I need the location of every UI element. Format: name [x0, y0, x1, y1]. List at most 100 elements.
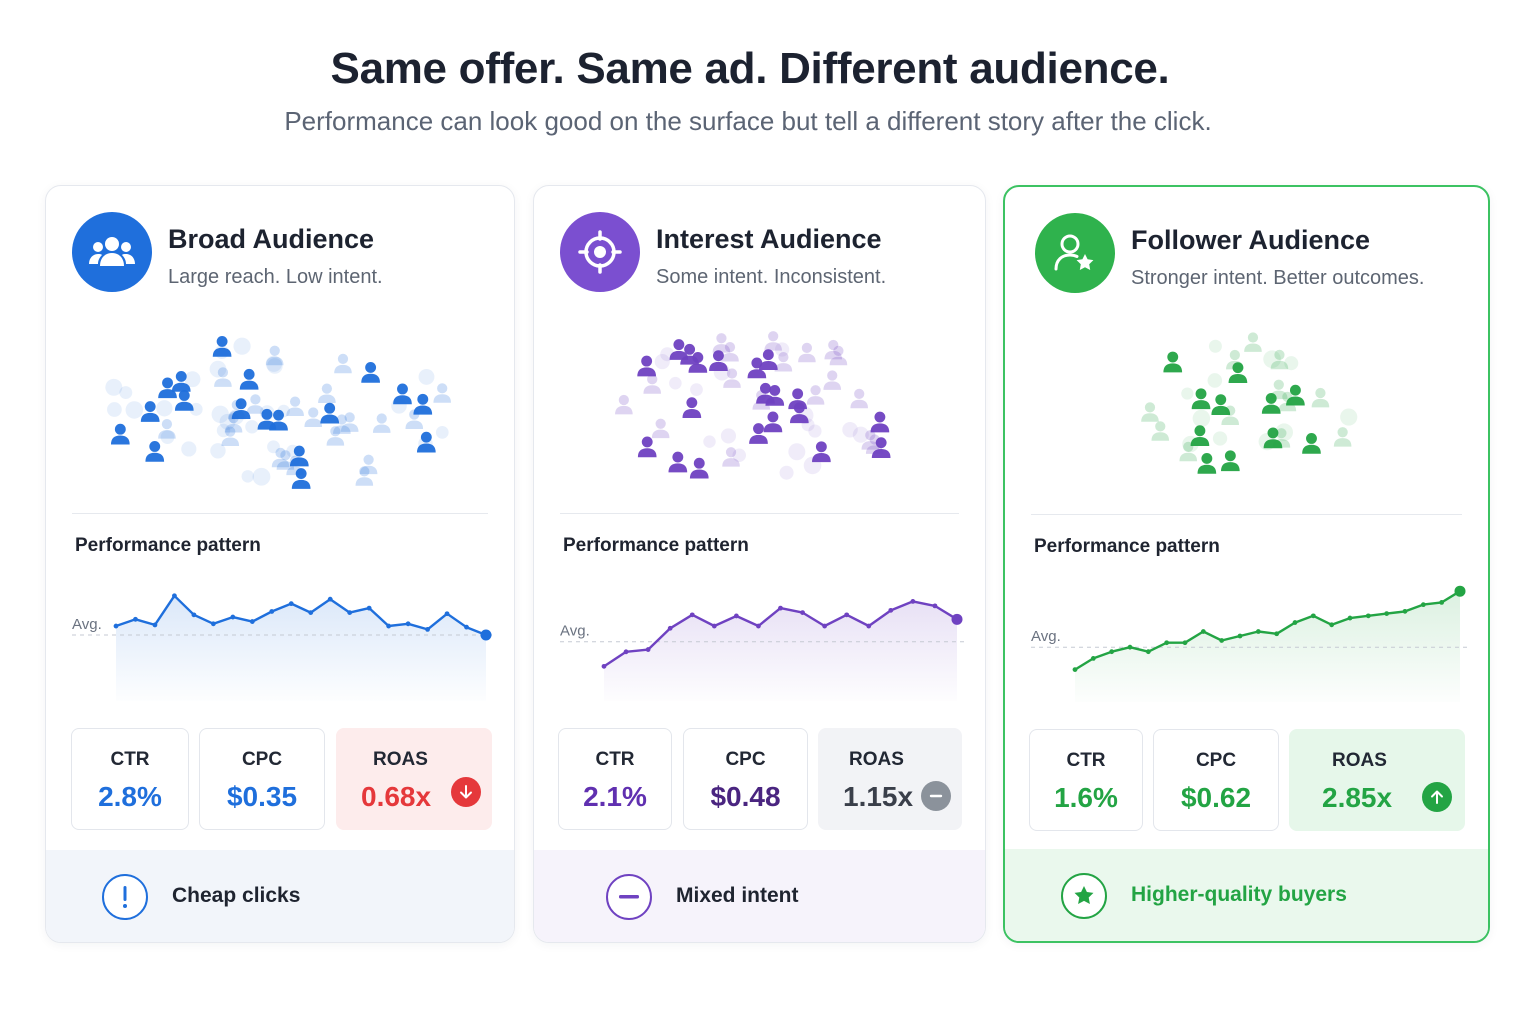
- faded-person-dot: [1181, 387, 1194, 400]
- person-icon: [722, 447, 740, 467]
- data-point: [464, 624, 469, 630]
- data-point: [733, 613, 739, 619]
- ctr-label: CTR: [110, 749, 150, 770]
- person-icon: [668, 451, 688, 473]
- data-point: [844, 612, 850, 618]
- person-icon: [291, 468, 311, 489]
- performance-pattern-label: Performance pattern: [75, 535, 261, 556]
- data-point: [191, 612, 197, 618]
- minus-icon: [606, 874, 652, 920]
- faded-person-dot: [160, 430, 175, 444]
- target-icon: [560, 212, 640, 292]
- faded-person-dot: [654, 354, 670, 370]
- data-point: [1145, 649, 1151, 655]
- faded-person-dot: [267, 358, 283, 374]
- card-header: Interest Audience Some intent. Inconsist…: [560, 212, 980, 296]
- follower-audience-card: Follower Audience Stronger intent. Bette…: [1003, 185, 1490, 943]
- data-point: [689, 612, 695, 618]
- page-subtitle: Performance can look good on the surface…: [284, 106, 1212, 136]
- person-icon: [1211, 394, 1231, 415]
- ctr-metric: CTR 2.8%: [71, 728, 189, 830]
- person-icon: [413, 393, 433, 415]
- performance-pattern-label: Performance pattern: [1034, 536, 1220, 557]
- divider: [72, 513, 488, 514]
- person-icon: [224, 412, 243, 433]
- person-icon: [320, 402, 340, 424]
- person-icon: [1220, 450, 1240, 472]
- data-point: [778, 605, 783, 611]
- person-icon: [824, 339, 843, 360]
- person-icon: [361, 362, 380, 383]
- ctr-metric: CTR 2.1%: [558, 728, 672, 830]
- faded-person-dot: [852, 426, 869, 443]
- ctr-value: 2.1%: [583, 781, 647, 812]
- person-icon: [1197, 453, 1217, 474]
- ctr-label: CTR: [1066, 750, 1106, 771]
- faded-person-dot: [801, 418, 815, 432]
- arrow-up-icon: [1422, 782, 1452, 812]
- faded-person-dot: [125, 401, 144, 419]
- data-point: [1347, 615, 1353, 621]
- faded-person-dot: [105, 378, 123, 396]
- person-icon: [231, 398, 251, 420]
- data-point: [327, 596, 333, 602]
- last-data-point: [480, 629, 492, 641]
- person-icon: [823, 370, 842, 390]
- audience-crowd-illustration: [615, 331, 891, 480]
- person-icon: [286, 396, 304, 417]
- follower-star-icon: [1035, 213, 1115, 293]
- data-point: [425, 627, 430, 632]
- card-title: Broad Audience: [168, 224, 375, 254]
- performance-chart: Avg.: [1031, 585, 1470, 702]
- data-point: [1384, 611, 1390, 616]
- faded-person-dot: [181, 441, 197, 457]
- footer-text: Higher-quality buyers: [1131, 883, 1347, 906]
- person-icon: [870, 411, 890, 433]
- person-icon: [763, 411, 783, 433]
- series-line: [1073, 590, 1462, 671]
- arrow-down-icon: [451, 777, 481, 807]
- faded-person-dot: [690, 383, 703, 396]
- faded-person-dot: [795, 406, 814, 425]
- data-point: [1420, 602, 1426, 608]
- person-icon: [158, 419, 176, 439]
- person-icon: [758, 349, 778, 371]
- data-point: [667, 625, 673, 631]
- person-icon: [318, 383, 336, 403]
- person-icon: [712, 333, 731, 353]
- divider: [1031, 514, 1462, 515]
- person-icon: [1191, 388, 1211, 410]
- person-icon: [1272, 428, 1291, 448]
- person-icon: [393, 383, 412, 405]
- cpc-value: $0.62: [1180, 782, 1252, 813]
- roas-metric: ROAS 1.15x: [818, 728, 962, 830]
- faded-person-dot: [1192, 409, 1211, 428]
- person-icon: [637, 436, 657, 458]
- cpc-label: CPC: [725, 749, 766, 770]
- person-icon: [271, 447, 290, 468]
- person-icon: [752, 390, 771, 410]
- performance-chart: Avg.: [560, 599, 967, 701]
- person-icon: [110, 423, 130, 445]
- performance-chart: Avg.: [72, 593, 496, 701]
- person-icon: [1141, 402, 1159, 422]
- performance-pattern-label: Performance pattern: [563, 535, 749, 556]
- data-point: [1164, 640, 1170, 646]
- data-point: [1127, 644, 1133, 650]
- star-circle-icon: [1061, 873, 1107, 919]
- data-point: [1402, 608, 1408, 614]
- person-icon: [850, 388, 869, 409]
- person-icon: [812, 441, 831, 463]
- card-description: Stronger intent. Better outcomes.: [1131, 267, 1425, 289]
- data-point: [932, 603, 938, 609]
- data-point: [172, 593, 177, 599]
- person-icon: [257, 408, 277, 430]
- person-icon: [643, 374, 662, 394]
- person-icon: [228, 399, 246, 420]
- person-icon: [806, 385, 825, 405]
- person-icon: [764, 331, 782, 351]
- faded-person-dot: [1207, 373, 1223, 388]
- data-point: [1237, 633, 1243, 639]
- data-point: [152, 622, 158, 628]
- faded-person-dot: [1208, 339, 1222, 353]
